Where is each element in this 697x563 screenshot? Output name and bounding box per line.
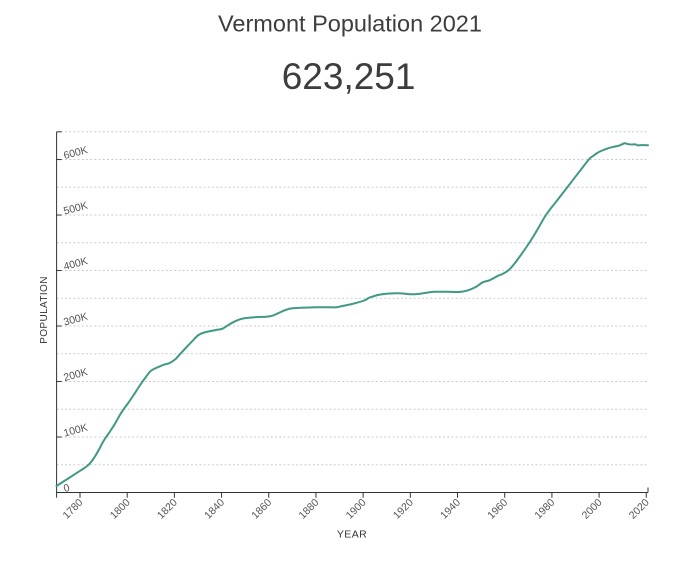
- svg-text:Vermont Population 2021: Vermont Population 2021: [218, 11, 482, 37]
- svg-text:POPULATION: POPULATION: [39, 276, 50, 344]
- svg-text:623,251: 623,251: [282, 56, 416, 97]
- svg-text:YEAR: YEAR: [337, 529, 367, 541]
- svg-text:0: 0: [62, 482, 71, 495]
